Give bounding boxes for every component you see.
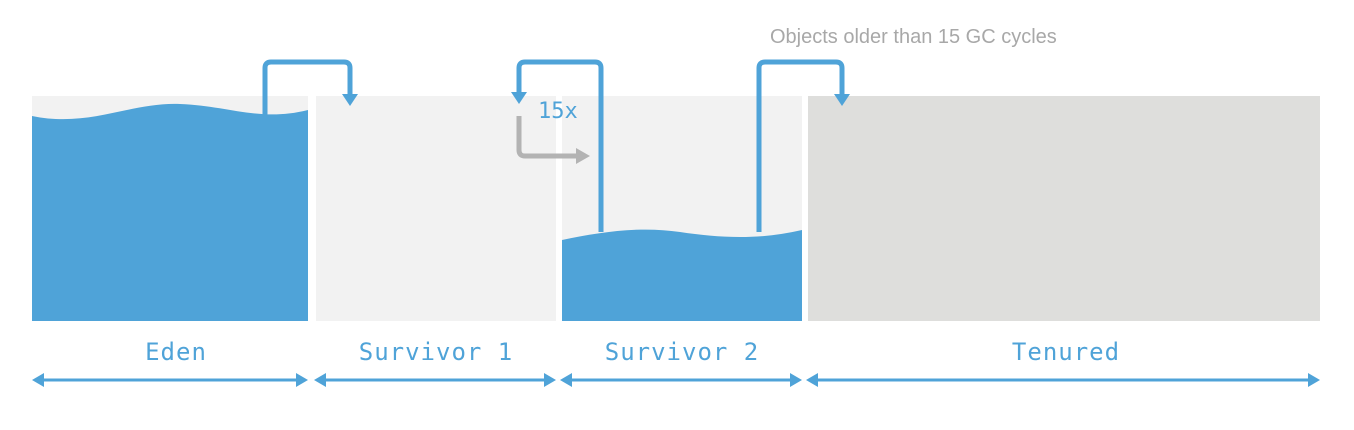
survivor-2-span-arrow [560,373,802,387]
tenure-threshold-caption: Objects older than 15 GC cycles [770,26,1057,48]
eden-to-survivor-1-arrowhead [342,94,358,106]
repeat-cycle-arrowhead [576,148,590,164]
survivor-2-to-tenured-arrow [756,59,845,232]
survivor-2-objects [562,229,802,321]
survivor-2-to-survivor-1-arrow [516,59,604,232]
survivor-1-label: Survivor 1 [359,338,514,366]
tenured-span-arrow [806,373,1320,387]
eden-to-survivor-1-arrow [262,59,353,118]
survivor-1-span-arrow [314,373,556,387]
gc-cycle-count: 15x [538,99,578,124]
survivor-2-label: Survivor 2 [605,338,760,366]
eden-span-arrow [32,373,308,387]
survivor-2-to-tenured-arrowhead [834,94,850,106]
eden-objects [32,103,308,321]
tenured-label: Tenured [1012,338,1120,366]
eden-label: Eden [145,338,207,366]
repeat-cycle-arrow [516,116,578,159]
survivor-2-to-survivor-1-arrowhead [511,92,527,104]
survivor-1-space [316,96,556,321]
tenured-space [808,96,1320,321]
